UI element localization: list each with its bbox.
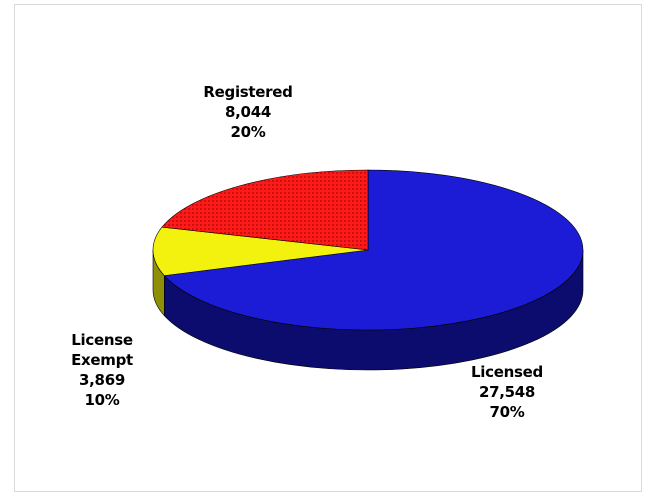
pie-top-group [152, 169, 584, 331]
pie-slice-license-exempt [152, 226, 369, 276]
pie-slice-registered [161, 169, 369, 251]
label-registered-percent: 20% [230, 123, 266, 141]
label-licensed-name: Licensed [471, 363, 543, 381]
label-registered-value: 8,044 [225, 103, 271, 121]
label-exempt-name-line2: Exempt [71, 351, 133, 369]
label-exempt-name-line1: License [71, 331, 133, 349]
pie-slice-licensed [163, 169, 584, 331]
label-registered: Registered 8,044 20% [188, 82, 308, 142]
label-licensed: Licensed 27,548 70% [452, 362, 562, 422]
label-exempt-value: 3,869 [79, 371, 125, 389]
label-license-exempt: License Exempt 3,869 10% [52, 330, 152, 410]
label-registered-name: Registered [203, 83, 293, 101]
label-licensed-value: 27,548 [478, 383, 536, 401]
label-exempt-percent: 10% [84, 391, 120, 409]
label-licensed-percent: 70% [489, 403, 525, 421]
